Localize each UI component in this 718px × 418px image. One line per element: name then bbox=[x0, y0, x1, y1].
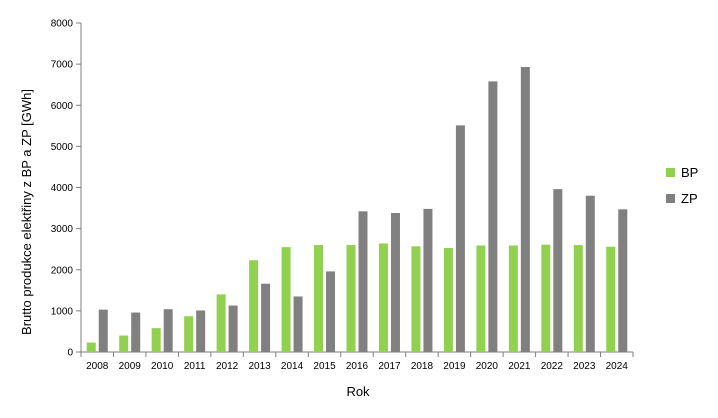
bar-zp bbox=[618, 209, 628, 352]
x-tick-label: 2010 bbox=[151, 361, 174, 372]
bar-zp bbox=[488, 81, 498, 353]
bar-bp bbox=[476, 245, 486, 352]
bar-bp bbox=[508, 245, 518, 352]
bar-bp bbox=[541, 244, 551, 352]
y-axis-label: Brutto produkce elektřiny z BP a ZP [GWh… bbox=[19, 89, 34, 335]
bar-zp bbox=[293, 296, 303, 352]
y-tick-label: 0 bbox=[67, 348, 73, 359]
bar-bp bbox=[151, 328, 161, 352]
bar-zp bbox=[196, 310, 206, 352]
x-tick-label: 2023 bbox=[573, 361, 596, 372]
x-tick-label: 2024 bbox=[606, 361, 629, 372]
bar-zp bbox=[390, 212, 400, 352]
bar-zp bbox=[98, 309, 108, 352]
bar-bp bbox=[606, 246, 616, 352]
bar-zp bbox=[585, 195, 595, 352]
bar-bp bbox=[378, 243, 388, 352]
bar-bp bbox=[573, 245, 583, 352]
bar-bp bbox=[411, 246, 421, 352]
y-tick-label: 8000 bbox=[51, 19, 74, 30]
bar-bp bbox=[346, 245, 356, 352]
legend-label-bp: BP bbox=[681, 165, 698, 180]
x-tick-label: 2008 bbox=[86, 361, 109, 372]
bar-bp bbox=[249, 260, 259, 352]
y-tick-label: 4000 bbox=[51, 183, 74, 194]
bar-bp bbox=[443, 247, 453, 352]
y-axis: 0 1000 2000 3000 4000 5000 6000 7000 8000 bbox=[51, 19, 82, 359]
x-tick-label: 2021 bbox=[508, 361, 531, 372]
x-axis: 2008 2009 2010 2011 2012 2013 2014 2015 2016 2017… bbox=[80, 351, 634, 372]
x-tick-label: 2020 bbox=[476, 361, 499, 372]
y-tick-label: 6000 bbox=[51, 101, 74, 112]
y-tick-label: 7000 bbox=[51, 60, 74, 71]
bar-zp bbox=[261, 283, 271, 352]
bar-zp bbox=[358, 211, 368, 352]
x-tick-label: 2018 bbox=[411, 361, 434, 372]
bar-zp bbox=[163, 309, 173, 352]
x-tick-label: 2011 bbox=[184, 361, 206, 372]
legend-swatch-bp bbox=[666, 168, 675, 177]
bar-zp bbox=[131, 312, 141, 352]
bar-bp bbox=[119, 335, 129, 352]
bar-zp bbox=[520, 67, 530, 352]
x-tick-label: 2014 bbox=[281, 361, 304, 372]
x-tick-label: 2009 bbox=[119, 361, 142, 372]
bar-bp bbox=[281, 247, 291, 352]
bar-bp bbox=[314, 245, 324, 352]
x-tick-label: 2022 bbox=[541, 361, 564, 372]
x-axis-label: Rok bbox=[346, 384, 370, 399]
y-tick-label: 2000 bbox=[51, 265, 74, 276]
x-tick-label: 2015 bbox=[313, 361, 336, 372]
y-tick-label: 1000 bbox=[51, 306, 74, 317]
bar-zp bbox=[553, 189, 563, 352]
legend: BP ZP bbox=[666, 165, 698, 206]
x-tick-label: 2012 bbox=[216, 361, 239, 372]
x-tick-label: 2013 bbox=[248, 361, 271, 372]
bar-bp bbox=[184, 316, 194, 352]
bars bbox=[86, 67, 628, 353]
bar-bp bbox=[216, 294, 226, 352]
bar-zp bbox=[455, 125, 465, 353]
x-tick-label: 2016 bbox=[346, 361, 369, 372]
x-tick-label: 2017 bbox=[378, 361, 401, 372]
legend-label-zp: ZP bbox=[681, 191, 698, 206]
x-tick-label: 2019 bbox=[443, 361, 466, 372]
bar-zp bbox=[423, 208, 433, 352]
bar-zp bbox=[326, 271, 336, 352]
bar-zp bbox=[228, 305, 238, 352]
legend-swatch-zp bbox=[666, 194, 675, 203]
y-tick-label: 3000 bbox=[51, 224, 74, 235]
y-tick-label: 5000 bbox=[51, 142, 74, 153]
bar-bp bbox=[86, 342, 96, 352]
